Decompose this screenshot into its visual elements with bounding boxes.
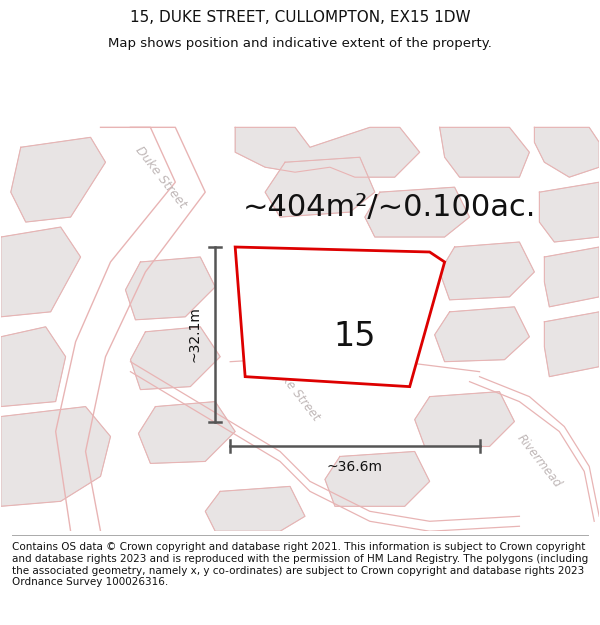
Text: ~404m²/~0.100ac.: ~404m²/~0.100ac. [243, 192, 536, 222]
Polygon shape [139, 402, 235, 463]
Polygon shape [365, 187, 470, 237]
Text: Duke Street: Duke Street [268, 360, 322, 423]
Text: ~32.1m: ~32.1m [187, 306, 201, 362]
Polygon shape [539, 182, 599, 242]
Polygon shape [11, 138, 106, 222]
Polygon shape [205, 486, 305, 531]
Polygon shape [544, 312, 599, 377]
Text: Map shows position and indicative extent of the property.: Map shows position and indicative extent… [108, 38, 492, 50]
Polygon shape [535, 127, 599, 177]
Text: 15, DUKE STREET, CULLOMPTON, EX15 1DW: 15, DUKE STREET, CULLOMPTON, EX15 1DW [130, 10, 470, 25]
Polygon shape [1, 327, 65, 407]
Polygon shape [235, 127, 419, 177]
Text: Duke Street: Duke Street [132, 144, 188, 211]
Text: Contains OS data © Crown copyright and database right 2021. This information is : Contains OS data © Crown copyright and d… [12, 542, 588, 588]
Polygon shape [544, 247, 599, 307]
Text: ~36.6m: ~36.6m [327, 461, 383, 474]
Polygon shape [130, 327, 220, 389]
Polygon shape [325, 451, 430, 506]
Polygon shape [440, 127, 529, 177]
Polygon shape [440, 242, 535, 300]
Text: 15: 15 [334, 320, 376, 353]
Polygon shape [1, 407, 110, 506]
Polygon shape [1, 227, 80, 317]
Text: Rivermead: Rivermead [515, 432, 564, 491]
Polygon shape [434, 307, 529, 362]
Polygon shape [415, 392, 514, 446]
Polygon shape [235, 247, 445, 387]
Polygon shape [125, 257, 215, 320]
Polygon shape [265, 158, 375, 217]
